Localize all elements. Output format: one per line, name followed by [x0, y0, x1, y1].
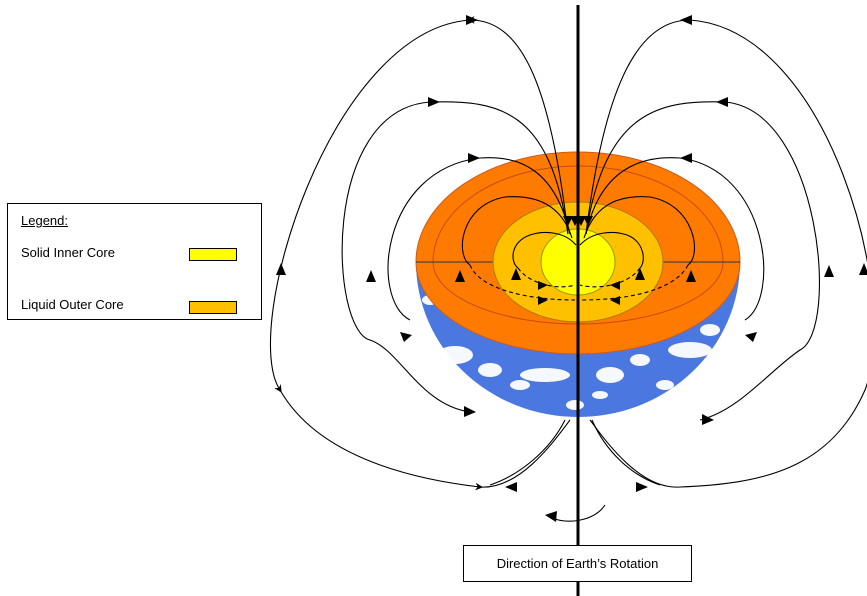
rotation-label-box: Direction of Earth’s Rotation [463, 545, 692, 582]
legend-label-inner-core: Solid Inner Core [21, 245, 115, 260]
legend-title: Legend: [21, 213, 68, 228]
legend-swatch-inner-core [189, 248, 237, 261]
magnetic-field-lines [269, 15, 867, 491]
legend-box: Legend: Solid Inner Core Liquid Outer Co… [7, 203, 262, 320]
legend-label-outer-core: Liquid Outer Core [21, 297, 124, 312]
legend-swatch-outer-core [189, 301, 237, 314]
field-line-outer-left [269, 15, 571, 491]
rotation-label: Direction of Earth’s Rotation [496, 556, 659, 571]
rotation-arrow-icon [545, 504, 606, 522]
field-line-outer-right [585, 19, 867, 488]
field-arrowheads [276, 15, 867, 492]
